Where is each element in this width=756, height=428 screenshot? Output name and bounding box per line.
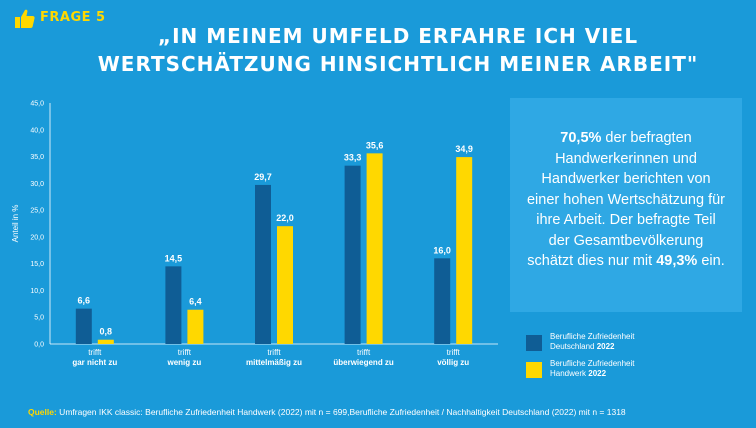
y-axis-label: Anteil in % [11, 205, 20, 243]
source-note: Quelle: Umfragen IKK classic: Berufliche… [28, 407, 626, 417]
y-tick-label: 5,0 [34, 315, 44, 322]
bar [255, 184, 271, 344]
data-label: 6,6 [78, 296, 91, 306]
page-title: „IN MEINEM UMFELD ERFAHRE ICH VIEL WERTS… [60, 22, 736, 78]
data-label: 0,8 [100, 327, 113, 337]
data-label: 29,7 [254, 172, 272, 182]
title-line-1: „IN MEINEM UMFELD ERFAHRE ICH VIEL [157, 24, 639, 48]
data-label: 16,0 [433, 245, 451, 255]
x-tick-label-line2: überwiegend zu [333, 358, 394, 367]
x-tick-label-line1: trifft [267, 348, 281, 357]
info-text-part1: der befragten Handwerkerinnen und Handwe… [526, 130, 725, 269]
bar [344, 165, 361, 344]
x-tick-label-line1: trifft [178, 348, 192, 357]
y-tick-label: 45,0 [30, 101, 44, 108]
bar [97, 339, 114, 344]
question-number: FRAGE 5 [40, 10, 106, 25]
y-tick-label: 35,0 [30, 154, 44, 161]
bar [456, 157, 473, 344]
bar [277, 226, 293, 344]
legend-swatch-dark-blue [526, 335, 542, 351]
data-label: 35,6 [366, 140, 384, 150]
y-tick-label: 30,0 [30, 181, 44, 188]
data-label: 6,4 [189, 297, 202, 307]
legend-label: Berufliche Zufriedenheit Handwerk 2022 [550, 359, 635, 378]
bar [434, 258, 451, 344]
data-label: 22,0 [276, 213, 294, 223]
info-percentage-gesamt: 49,3% [656, 253, 698, 269]
y-tick-label: 0,0 [34, 342, 44, 349]
x-tick-label-line1: trifft [357, 348, 371, 357]
y-tick-label: 40,0 [30, 127, 44, 134]
y-tick-label: 20,0 [30, 234, 44, 241]
y-tick-label: 15,0 [30, 261, 44, 268]
x-tick-label-line2: gar nicht zu [72, 358, 117, 367]
data-label: 33,3 [344, 153, 362, 163]
x-tick-label-line2: völlig zu [437, 358, 469, 367]
data-label: 34,9 [455, 144, 473, 154]
title-line-2: WERTSCHÄTZUNG HINSICHTLICH MEINER ARBEIT… [97, 52, 699, 76]
info-percentage-handwerk: 70,5% [560, 130, 602, 146]
legend-swatch-yellow [526, 362, 542, 378]
bar [366, 153, 383, 344]
info-text-part2: ein. [697, 253, 725, 269]
legend-label: Berufliche Zufriedenheit Deutschland 202… [550, 332, 635, 351]
x-tick-label-line2: mittelmäßig zu [246, 358, 302, 367]
bar [165, 266, 182, 344]
y-tick-label: 25,0 [30, 208, 44, 215]
bar [75, 308, 92, 344]
y-tick-label: 10,0 [30, 288, 44, 295]
x-tick-label-line2: wenig zu [167, 358, 202, 367]
info-box: 70,5% der befragten Handwerkerinnen und … [510, 98, 742, 312]
data-label: 14,5 [165, 253, 183, 263]
bar [187, 309, 204, 344]
x-tick-label-line1: trifft [88, 348, 102, 357]
thumbs-up-icon [15, 9, 35, 28]
x-tick-label-line1: trifft [447, 348, 461, 357]
